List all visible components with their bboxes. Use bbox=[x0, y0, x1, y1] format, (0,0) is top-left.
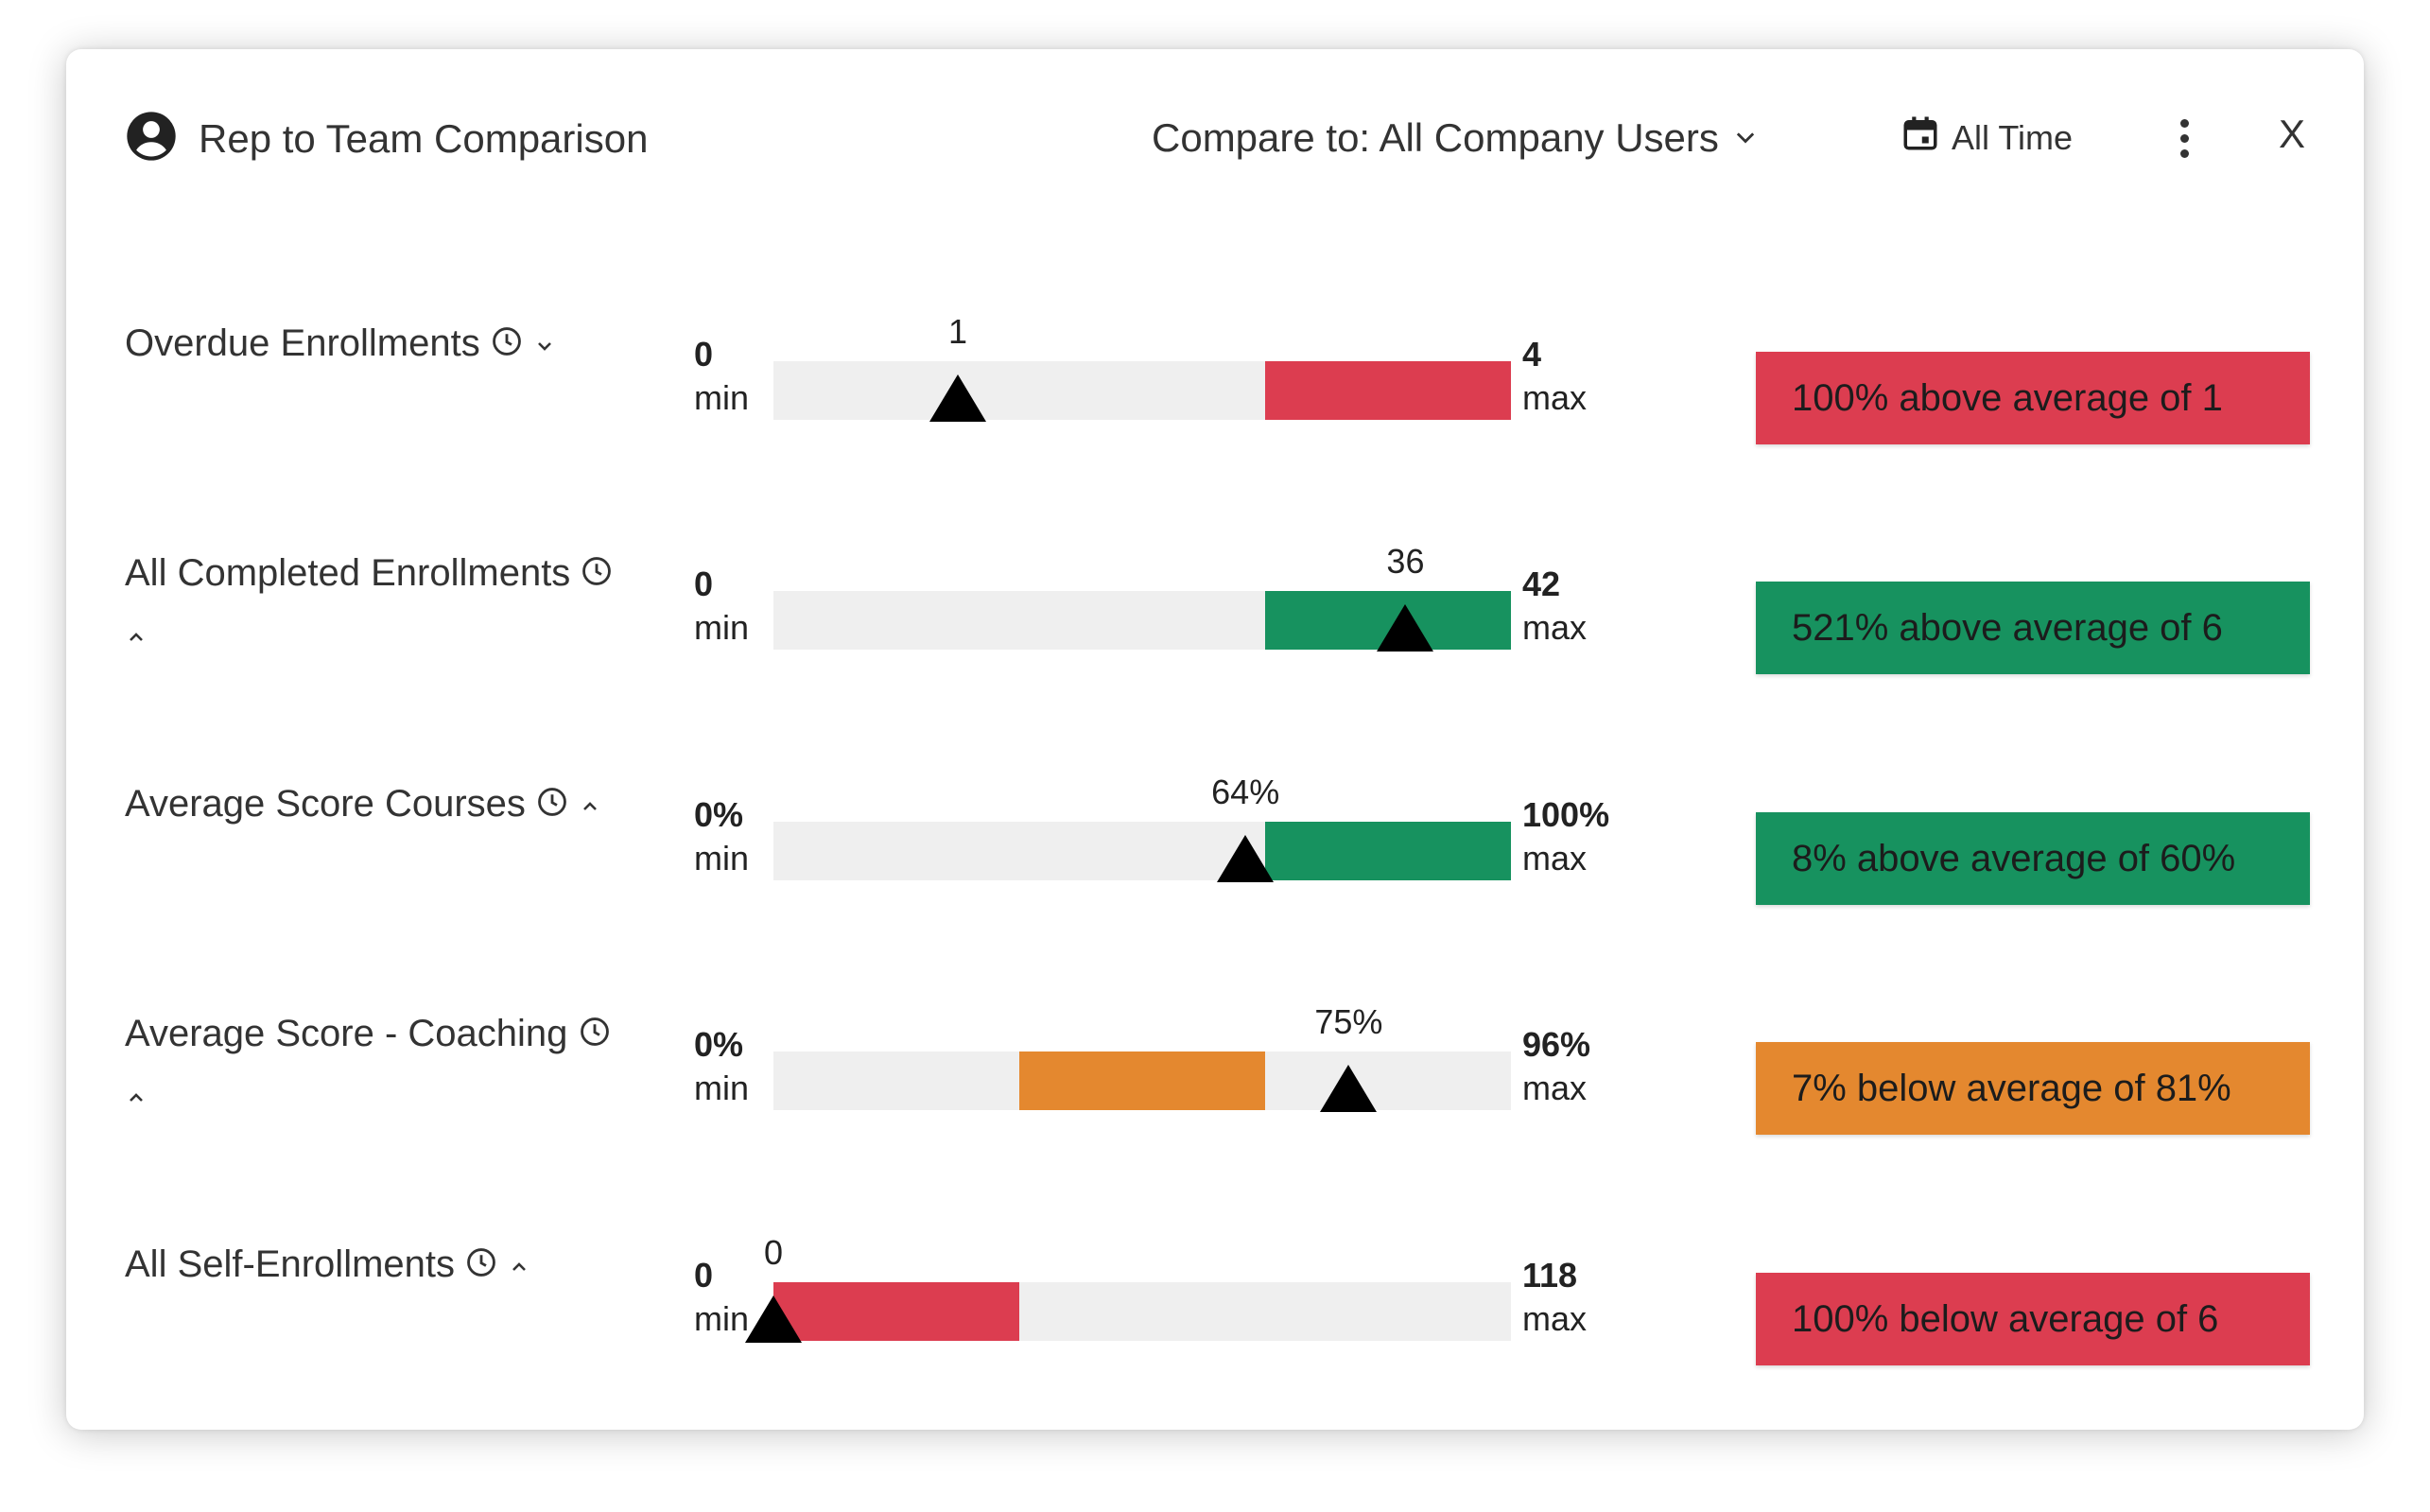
date-range-selector[interactable]: All Time bbox=[1901, 113, 2073, 162]
metric-name: All Completed Enrollments bbox=[125, 552, 571, 594]
min-label: min bbox=[694, 378, 750, 417]
max-group: 4 max bbox=[1522, 333, 1587, 420]
chevron-down-icon bbox=[1719, 115, 1759, 161]
clock-icon[interactable] bbox=[491, 316, 523, 374]
metric-name: Average Score - Coaching bbox=[125, 1013, 568, 1054]
current-marker bbox=[929, 374, 986, 422]
range-track: 36 bbox=[773, 542, 1511, 652]
clock-icon[interactable] bbox=[465, 1237, 497, 1295]
max-group: 96% max bbox=[1522, 1023, 1590, 1110]
min-group: 0% min bbox=[694, 793, 749, 880]
range-fill bbox=[1265, 822, 1511, 880]
metric-name: All Self-Enrollments bbox=[125, 1243, 456, 1285]
max-value: 96% bbox=[1522, 1025, 1591, 1064]
max-group: 100% max bbox=[1522, 793, 1609, 880]
range-track: 0 bbox=[745, 1233, 1511, 1343]
max-value: 100% bbox=[1522, 795, 1610, 834]
range-track: 1 bbox=[773, 312, 1511, 422]
min-group: 0 min bbox=[694, 333, 749, 420]
current-value-label: 1 bbox=[947, 312, 968, 351]
min-group: 0 min bbox=[694, 563, 749, 650]
comparison-badge: 100% below average of 6 bbox=[1756, 1273, 2310, 1365]
chevron-up-icon[interactable] bbox=[125, 607, 148, 666]
compare-label: Compare to: All Company Users bbox=[1152, 115, 1719, 160]
max-value: 118 bbox=[1522, 1256, 1578, 1295]
range-track: 75% bbox=[773, 1002, 1511, 1112]
chevron-up-icon[interactable] bbox=[579, 776, 601, 835]
metric-row: Average Score Courses 0% min 64% 100% max 8% … bbox=[66, 773, 2364, 926]
current-marker bbox=[1217, 835, 1275, 882]
comparison-badge: 100% above average of 1 bbox=[1756, 352, 2310, 444]
max-label: max bbox=[1522, 378, 1588, 417]
range-track: 64% bbox=[773, 773, 1511, 882]
min-label: min bbox=[694, 1299, 750, 1338]
metric-label: All Self-Enrollments bbox=[125, 1235, 616, 1295]
chevron-up-icon[interactable] bbox=[125, 1068, 148, 1126]
metric-label: Overdue Enrollments bbox=[125, 314, 616, 374]
metric-label: Average Score Courses bbox=[125, 774, 616, 835]
max-label: max bbox=[1522, 608, 1588, 647]
metric-label: All Completed Enrollments bbox=[125, 544, 616, 666]
chevron-up-icon[interactable] bbox=[508, 1237, 530, 1295]
current-marker bbox=[1377, 604, 1434, 652]
max-group: 118 max bbox=[1522, 1254, 1587, 1341]
min-value: 0 bbox=[694, 565, 714, 603]
range-fill bbox=[1018, 1051, 1266, 1110]
metric-row: All Self-Enrollments 0 min 0 118 max 100% bel… bbox=[66, 1233, 2364, 1386]
clock-icon[interactable] bbox=[536, 776, 568, 835]
metric-label: Average Score - Coaching bbox=[125, 1004, 616, 1126]
user-circle-icon bbox=[125, 110, 199, 167]
comparison-badge: 7% below average of 81% bbox=[1756, 1042, 2310, 1135]
close-button[interactable]: X bbox=[2279, 112, 2306, 156]
range-fill bbox=[773, 1282, 1019, 1341]
max-label: max bbox=[1522, 1069, 1588, 1107]
max-value: 42 bbox=[1522, 565, 1561, 603]
card-title: Rep to Team Comparison bbox=[199, 115, 649, 161]
comparison-card: Rep to Team Comparison Compare to: All C… bbox=[66, 49, 2364, 1430]
min-value: 0% bbox=[694, 795, 744, 834]
max-label: max bbox=[1522, 1299, 1588, 1338]
current-marker bbox=[1320, 1065, 1378, 1112]
min-value: 0 bbox=[694, 1256, 714, 1295]
date-range-label: All Time bbox=[1952, 117, 2074, 157]
clock-icon[interactable] bbox=[579, 1006, 611, 1065]
current-marker bbox=[745, 1295, 802, 1343]
comparison-badge: 521% above average of 6 bbox=[1756, 582, 2310, 674]
max-label: max bbox=[1522, 839, 1588, 878]
metric-row: Overdue Enrollments 0 min 1 4 max 100% above … bbox=[66, 312, 2364, 465]
card-header: Rep to Team Comparison Compare to: All C… bbox=[66, 49, 2364, 229]
min-group: 0 min bbox=[694, 1254, 749, 1341]
min-value: 0 bbox=[694, 335, 714, 374]
more-options-icon[interactable] bbox=[2173, 115, 2196, 165]
min-label: min bbox=[694, 1069, 750, 1107]
min-group: 0% min bbox=[694, 1023, 749, 1110]
min-label: min bbox=[694, 608, 750, 647]
current-value-label: 75% bbox=[1314, 1002, 1383, 1041]
calendar-icon bbox=[1901, 113, 1952, 162]
current-value-label: 0 bbox=[763, 1233, 784, 1272]
metric-name: Average Score Courses bbox=[125, 783, 526, 825]
max-group: 42 max bbox=[1522, 563, 1587, 650]
range-fill bbox=[1265, 361, 1511, 420]
metric-name: Overdue Enrollments bbox=[125, 322, 480, 364]
comparison-badge: 8% above average of 60% bbox=[1756, 812, 2310, 905]
clock-icon[interactable] bbox=[581, 546, 613, 604]
current-value-label: 64% bbox=[1211, 773, 1280, 811]
max-value: 4 bbox=[1522, 335, 1542, 374]
metric-row: Average Score - Coaching 0% min 75% 96% max 7… bbox=[66, 1002, 2364, 1156]
current-value-label: 36 bbox=[1386, 542, 1425, 581]
compare-dropdown[interactable]: Compare to: All Company Users bbox=[1152, 115, 1759, 161]
chevron-down-icon[interactable] bbox=[533, 316, 556, 374]
min-label: min bbox=[694, 839, 750, 878]
min-value: 0% bbox=[694, 1025, 744, 1064]
metric-row: All Completed Enrollments 0 min 36 42 max 521… bbox=[66, 542, 2364, 695]
title-group: Rep to Team Comparison bbox=[125, 110, 648, 167]
